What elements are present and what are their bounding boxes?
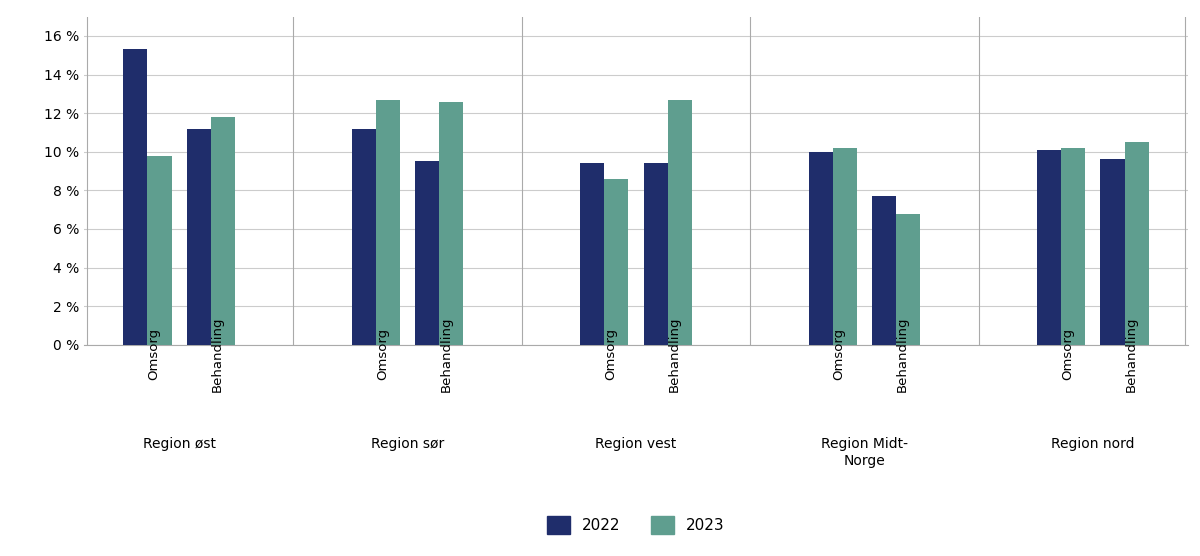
Text: Region Midt-
Norge: Region Midt- Norge — [821, 438, 908, 468]
Text: Region vest: Region vest — [595, 438, 677, 451]
Text: Omsorg: Omsorg — [1061, 328, 1074, 380]
Bar — [352, 128, 376, 345]
Bar — [1061, 148, 1085, 345]
Bar — [148, 156, 172, 345]
Legend: 2022, 2023: 2022, 2023 — [541, 510, 731, 540]
Text: Behandling: Behandling — [211, 316, 224, 392]
Text: Region nord: Region nord — [1051, 438, 1134, 451]
Bar — [643, 163, 667, 345]
Text: Behandling: Behandling — [439, 316, 452, 392]
Bar — [211, 117, 235, 345]
Bar — [187, 128, 211, 345]
Text: Region øst: Region øst — [143, 438, 216, 451]
Bar — [809, 152, 833, 345]
Bar — [1037, 150, 1061, 345]
Text: Behandling: Behandling — [896, 316, 910, 392]
Bar — [415, 161, 439, 345]
Bar — [124, 49, 148, 345]
Bar — [439, 102, 463, 345]
Text: Omsorg: Omsorg — [376, 328, 389, 380]
Bar — [1124, 142, 1148, 345]
Bar — [1100, 160, 1124, 345]
Bar — [896, 214, 920, 345]
Bar — [605, 179, 629, 345]
Bar — [872, 196, 896, 345]
Bar — [833, 148, 857, 345]
Bar — [667, 100, 692, 345]
Text: Omsorg: Omsorg — [605, 328, 617, 380]
Text: Region sør: Region sør — [371, 438, 444, 451]
Text: Omsorg: Omsorg — [833, 328, 846, 380]
Text: Behandling: Behandling — [667, 316, 680, 392]
Bar — [376, 100, 400, 345]
Text: Omsorg: Omsorg — [148, 328, 161, 380]
Text: Behandling: Behandling — [1124, 316, 1138, 392]
Bar — [580, 163, 605, 345]
